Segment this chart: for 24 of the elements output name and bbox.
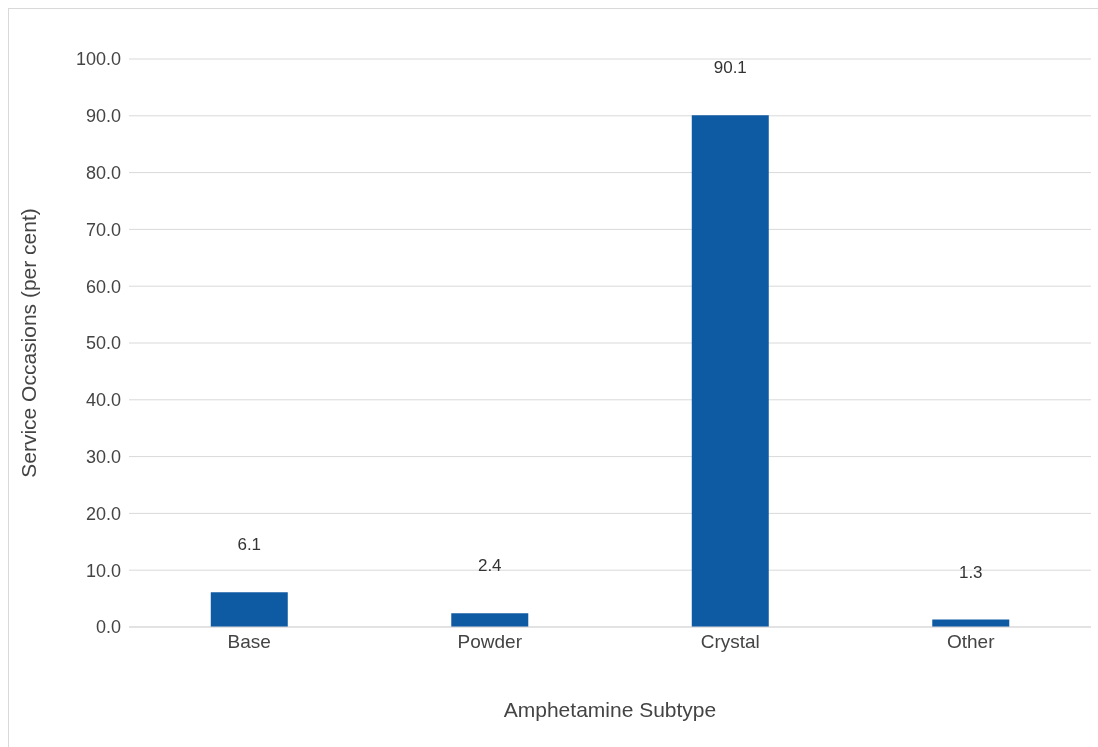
data-label: 6.1 xyxy=(237,535,262,555)
y-tick-label: 90.0 xyxy=(85,106,121,127)
bar xyxy=(210,592,288,627)
y-tick-label: 60.0 xyxy=(85,276,121,297)
y-tick-label: 80.0 xyxy=(85,162,121,183)
x-tick-label: Other xyxy=(946,631,996,653)
x-tick-label: Powder xyxy=(457,631,523,653)
y-tick-label: 100.0 xyxy=(75,49,121,70)
data-label: 1.3 xyxy=(958,562,983,582)
y-tick-label: 40.0 xyxy=(85,390,121,411)
y-tick-label: 10.0 xyxy=(85,560,121,581)
x-axis-title: Amphetamine Subtype xyxy=(503,698,717,721)
data-label: 90.1 xyxy=(713,58,747,78)
data-label: 2.4 xyxy=(477,556,502,576)
x-tick-label: Base xyxy=(227,631,271,653)
x-tick-label: Crystal xyxy=(700,631,760,653)
bar xyxy=(691,115,769,627)
y-tick-label: 50.0 xyxy=(85,333,121,354)
y-tick-label: 20.0 xyxy=(85,503,121,524)
y-axis-title: Service Occasions (per cent) xyxy=(17,208,41,478)
bar xyxy=(451,613,529,627)
y-tick-label: 30.0 xyxy=(85,446,121,467)
y-tick-label: 0.0 xyxy=(95,617,121,638)
y-tick-label: 70.0 xyxy=(85,219,121,240)
